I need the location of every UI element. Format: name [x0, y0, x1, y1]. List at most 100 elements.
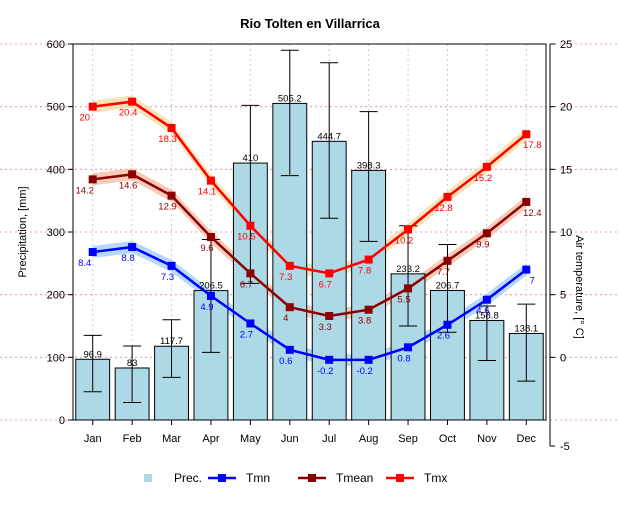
marker-tmn	[246, 319, 255, 328]
precipitation-error-bars	[83, 49, 536, 403]
legend-swatch-marker	[308, 474, 316, 482]
y2-tick-label: 5	[560, 290, 566, 302]
temp-value-label: 0.6	[279, 356, 292, 367]
marker-tmn	[404, 343, 413, 352]
temp-value-label: 14.6	[119, 180, 138, 191]
temp-value-label: 8.4	[78, 258, 91, 269]
precip-value-label: 206.7	[436, 280, 460, 291]
x-tick-label: Dec	[517, 433, 537, 445]
temp-value-label: 10.2	[395, 235, 414, 246]
y2-tick-label: -5	[560, 441, 570, 453]
marker-tmx	[206, 176, 215, 185]
marker-tmx	[246, 221, 255, 230]
precip-value-label: 206.5	[199, 281, 223, 292]
y-axis-label: Precipitation, [mm]	[17, 186, 29, 277]
precip-value-label: 117.7	[160, 336, 183, 347]
marker-tmn	[364, 355, 373, 364]
marker-tmean	[364, 305, 373, 314]
marker-tmn	[167, 261, 176, 270]
marker-tmean	[404, 284, 413, 293]
x-tick-label: Sep	[398, 433, 418, 445]
precip-value-label: 444.7	[317, 131, 341, 142]
marker-tmx	[128, 97, 137, 106]
temp-value-label: 0.8	[397, 353, 410, 364]
x-tick-label: Jul	[322, 433, 336, 445]
y-tick-label: 0	[59, 415, 65, 427]
temp-value-label: 20.4	[119, 108, 138, 119]
marker-tmx	[522, 130, 531, 139]
y2-axis-label: Air temperature, [° C]	[573, 235, 585, 338]
temp-value-label: 4.6	[476, 306, 489, 317]
y-tick-label: 100	[47, 352, 65, 364]
axes: 0 100 200 300 400 500 600 -5 0 5 10 15 20 25 Jan Feb Mar…	[47, 39, 573, 453]
precip-value-label: 158.8	[475, 310, 499, 321]
temp-value-label: 14.2	[75, 185, 94, 196]
temp-value-label: 17.8	[523, 140, 542, 151]
x-tick-label: Feb	[123, 433, 142, 445]
legend: Prec. Tmn Tmean Tmx	[144, 471, 447, 485]
y-tick-label: 600	[47, 39, 65, 51]
temp-value-label: 18.3	[158, 134, 177, 145]
marker-tmn	[443, 320, 452, 329]
marker-tmn	[325, 355, 334, 364]
marker-tmn	[88, 248, 97, 257]
temp-value-label: 10.5	[237, 232, 256, 243]
x-tick-label: May	[240, 433, 261, 445]
temp-value-label: 20	[79, 113, 90, 124]
y-tick-label: 200	[47, 290, 65, 302]
y2-tick-label: 20	[560, 102, 572, 114]
x-tick-label: Mar	[162, 433, 181, 445]
temp-value-label: 9.6	[200, 243, 213, 254]
marker-tmn	[206, 291, 215, 300]
temp-value-label: 9.9	[476, 239, 489, 250]
band-tmn	[92, 241, 527, 366]
marker-tmean	[285, 303, 294, 312]
chart-title: Rio Tolten en Villarrica	[240, 16, 380, 31]
temp-value-label: 7.8	[358, 266, 371, 277]
legend-label: Prec.	[174, 471, 202, 485]
temp-value-label: 7.7	[437, 267, 450, 278]
marker-tmx	[404, 225, 413, 234]
marker-tmean	[206, 233, 215, 242]
y-tick-label: 400	[47, 164, 65, 176]
x-tick-label: Jan	[84, 433, 102, 445]
marker-tmean	[88, 175, 97, 184]
precip-value-label: 410	[242, 153, 258, 164]
temp-value-label: 12.4	[523, 208, 542, 219]
temp-value-label: 2.6	[437, 331, 450, 342]
legend-swatch-marker	[218, 474, 226, 482]
temp-value-label: 4	[283, 313, 288, 324]
temp-value-label: 3.8	[358, 316, 371, 327]
marker-tmx	[167, 123, 176, 132]
marker-tmn	[285, 345, 294, 354]
legend-swatch-prec	[144, 474, 152, 482]
temp-value-label: 15.2	[474, 173, 493, 184]
marker-tmx	[325, 269, 334, 278]
temp-value-label: 7.3	[279, 272, 292, 283]
x-tick-label: Aug	[359, 433, 379, 445]
precip-value-label: 398.3	[357, 160, 381, 171]
temp-value-label: 8.8	[122, 253, 135, 264]
marker-tmx	[285, 261, 294, 270]
precip-value-label: 233.2	[396, 264, 420, 275]
x-tick-label: Jun	[281, 433, 299, 445]
temp-value-label: 12.9	[158, 202, 177, 213]
marker-tmn	[482, 295, 491, 304]
marker-tmx	[88, 102, 97, 111]
marker-tmean	[128, 170, 137, 179]
temp-value-label: 6.7	[240, 279, 253, 290]
line-tmean	[92, 173, 528, 318]
y2-tick-label: 10	[560, 227, 572, 239]
y2-tick-label: 0	[560, 352, 566, 364]
precip-value-label: 138.1	[514, 323, 538, 334]
x-tick-label: Apr	[202, 433, 219, 445]
y2-tick-label: 25	[560, 39, 572, 51]
precip-value-label: 83	[127, 358, 138, 369]
marker-tmean	[246, 269, 255, 278]
marker-tmean	[325, 311, 334, 320]
temp-value-label: -0.2	[317, 366, 333, 377]
marker-tmean	[482, 229, 491, 238]
marker-tmx	[364, 255, 373, 264]
marker-tmean	[167, 191, 176, 200]
temp-value-label: 5.5	[397, 294, 410, 305]
